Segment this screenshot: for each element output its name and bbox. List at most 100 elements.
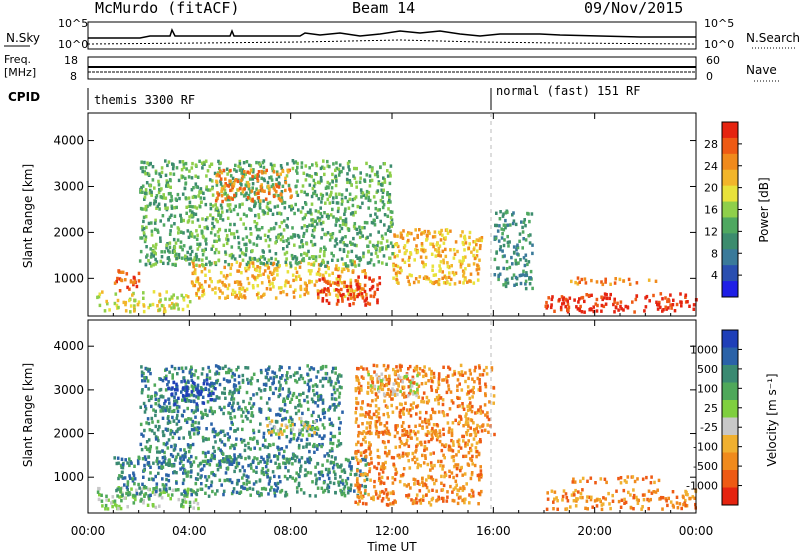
range-time-cell bbox=[198, 242, 202, 246]
range-time-cell bbox=[321, 384, 325, 388]
range-time-cell bbox=[328, 417, 331, 421]
range-time-cell bbox=[166, 183, 170, 187]
range-time-cell bbox=[344, 457, 348, 462]
range-time-cell bbox=[305, 429, 309, 433]
range-time-cell bbox=[241, 190, 245, 194]
range-time-cell bbox=[252, 402, 256, 406]
range-time-cell bbox=[279, 164, 283, 168]
range-time-cell bbox=[480, 238, 483, 243]
range-time-cell bbox=[103, 309, 107, 313]
range-time-cell bbox=[138, 456, 141, 461]
range-time-cell bbox=[410, 498, 413, 502]
range-time-cell bbox=[383, 399, 386, 403]
range-time-cell bbox=[261, 467, 265, 471]
range-time-cell bbox=[475, 410, 479, 415]
range-time-cell bbox=[459, 495, 462, 499]
range-time-cell bbox=[256, 275, 259, 280]
range-time-cell bbox=[189, 461, 192, 465]
range-time-cell bbox=[251, 487, 255, 491]
range-time-cell bbox=[234, 163, 237, 168]
range-time-cell bbox=[188, 262, 191, 266]
range-time-cell bbox=[400, 364, 403, 368]
range-time-cell bbox=[268, 176, 271, 180]
range-time-cell bbox=[238, 162, 242, 166]
range-time-cell bbox=[306, 364, 309, 368]
range-time-cell bbox=[154, 393, 157, 398]
range-time-cell bbox=[479, 465, 482, 469]
range-time-cell bbox=[442, 499, 445, 503]
range-time-cell bbox=[415, 493, 419, 497]
range-time-cell bbox=[431, 407, 434, 412]
range-time-cell bbox=[113, 456, 116, 460]
range-time-cell bbox=[194, 369, 198, 373]
range-time-cell bbox=[282, 454, 285, 459]
range-time-cell bbox=[294, 202, 297, 207]
range-time-cell bbox=[282, 247, 285, 251]
range-time-cell bbox=[147, 421, 151, 426]
range-time-cell bbox=[239, 166, 242, 170]
range-time-cell bbox=[364, 463, 368, 467]
range-time-cell bbox=[423, 365, 426, 369]
range-time-cell bbox=[437, 250, 441, 254]
range-time-cell bbox=[405, 494, 408, 498]
range-time-cell bbox=[306, 457, 309, 461]
range-time-cell bbox=[104, 507, 107, 511]
range-time-cell bbox=[288, 366, 291, 370]
range-time-cell bbox=[182, 244, 186, 248]
range-time-cell bbox=[204, 412, 208, 416]
range-time-cell bbox=[613, 297, 616, 301]
range-time-cell bbox=[450, 448, 453, 452]
range-time-cell bbox=[242, 473, 246, 477]
range-time-cell bbox=[432, 423, 436, 427]
range-time-cell bbox=[340, 281, 344, 285]
range-time-cell bbox=[325, 192, 329, 196]
range-time-cell bbox=[308, 494, 312, 498]
range-time-cell bbox=[381, 261, 384, 265]
range-time-cell bbox=[244, 406, 247, 410]
range-time-cell bbox=[234, 192, 238, 196]
range-time-cell bbox=[321, 411, 325, 416]
range-time-cell bbox=[343, 222, 346, 226]
range-time-cell bbox=[376, 283, 379, 287]
range-time-cell bbox=[374, 246, 377, 250]
range-time-cell bbox=[292, 295, 296, 299]
range-time-cell bbox=[313, 242, 317, 247]
range-time-cell bbox=[340, 226, 344, 231]
range-time-cell bbox=[218, 382, 222, 387]
range-time-cell bbox=[357, 378, 360, 383]
range-time-cell bbox=[445, 390, 449, 395]
range-time-cell bbox=[338, 163, 342, 167]
range-time-cell bbox=[193, 205, 197, 209]
range-time-cell bbox=[470, 409, 474, 414]
range-time-cell bbox=[300, 239, 304, 243]
range-time-cell bbox=[143, 376, 146, 380]
range-time-cell bbox=[244, 253, 248, 257]
range-time-cell bbox=[278, 429, 281, 433]
range-time-cell bbox=[289, 235, 293, 239]
range-time-cell bbox=[369, 233, 372, 237]
range-time-cell bbox=[437, 278, 441, 282]
range-time-cell bbox=[351, 259, 354, 263]
range-time-cell bbox=[273, 276, 276, 281]
range-time-cell bbox=[573, 298, 576, 302]
range-time-cell bbox=[194, 257, 198, 262]
range-time-cell bbox=[313, 225, 317, 229]
range-time-cell bbox=[376, 380, 379, 384]
range-time-cell bbox=[131, 479, 135, 483]
range-time-cell bbox=[147, 387, 150, 391]
range-time-cell bbox=[337, 266, 341, 271]
range-time-cell bbox=[196, 391, 200, 395]
range-time-cell bbox=[307, 249, 310, 254]
range-time-cell bbox=[143, 379, 147, 383]
range-time-cell bbox=[222, 489, 226, 493]
range-time-cell bbox=[470, 458, 474, 462]
range-time-cell bbox=[368, 452, 372, 456]
range-time-cell bbox=[129, 310, 132, 314]
range-time-cell bbox=[568, 296, 572, 300]
range-time-cell bbox=[139, 188, 143, 193]
range-time-cell bbox=[209, 213, 212, 217]
range-time-cell bbox=[468, 396, 472, 401]
range-time-cell bbox=[392, 456, 396, 460]
range-time-cell bbox=[515, 282, 518, 286]
range-time-cell bbox=[181, 466, 184, 470]
